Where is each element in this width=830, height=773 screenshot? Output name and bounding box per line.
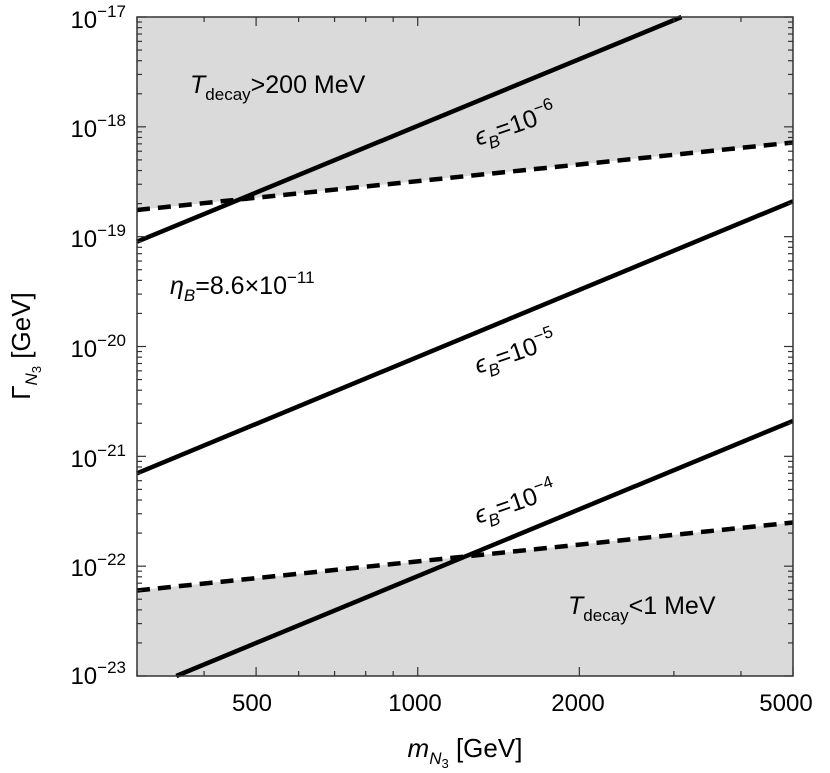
annotation-epsilon-b-1e-4: ϵB=10−4 bbox=[470, 472, 562, 534]
y-tick-labels: 10−17 10−18 10−19 10−20 10−21 10−22 10−2… bbox=[70, 2, 126, 690]
ticks-layer bbox=[136, 16, 794, 677]
annotation-t-decay-high: Tdecay>200 MeV bbox=[190, 71, 366, 104]
x-tick-labels: 500 1000 2000 5000 bbox=[232, 690, 813, 717]
line-epsilon-b-1e-4 bbox=[175, 418, 794, 679]
x-axis-label: mN3 [GeV] bbox=[408, 733, 523, 771]
x-tick-label-5000: 5000 bbox=[759, 690, 812, 717]
y-tick-label-1e-20: 10−20 bbox=[70, 331, 126, 363]
shaded-region-hot bbox=[137, 17, 793, 210]
y-tick-label-1e-22: 10−22 bbox=[70, 550, 126, 582]
line-t-decay-200mev-boundary bbox=[136, 140, 794, 213]
y-tick-label-1e-23: 10−23 bbox=[70, 658, 126, 690]
shaded-region-cold bbox=[137, 522, 793, 676]
x-tick-label-1000: 1000 bbox=[388, 690, 441, 717]
line-epsilon-b-1e-5 bbox=[136, 199, 794, 476]
y-tick-label-1e-21: 10−21 bbox=[70, 441, 126, 473]
line-t-decay-1mev-boundary bbox=[136, 520, 794, 593]
annotation-t-decay-low: Tdecay<1 MeV bbox=[568, 592, 716, 625]
y-tick-label-1e-17: 10−17 bbox=[70, 2, 126, 34]
annotation-eta-b: ηB=8.6×10−11 bbox=[170, 268, 315, 305]
y-tick-label-1e-18: 10−18 bbox=[70, 111, 126, 143]
line-epsilon-b-1e-6 bbox=[136, 14, 683, 244]
y-axis-label: ΓN3 [GeV] bbox=[6, 292, 44, 400]
plot-area bbox=[137, 17, 793, 676]
x-tick-label-2000: 2000 bbox=[551, 690, 604, 717]
series-layer bbox=[136, 14, 794, 679]
y-tick-label-1e-19: 10−19 bbox=[70, 221, 126, 253]
x-tick-label-500: 500 bbox=[232, 690, 272, 717]
